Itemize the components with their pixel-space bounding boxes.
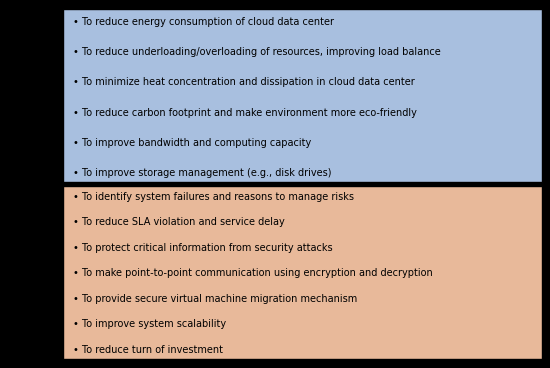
Text: • To make point-to-point communication using encryption and decryption: • To make point-to-point communication u… bbox=[73, 268, 433, 278]
Text: • To identify system failures and reasons to manage risks: • To identify system failures and reason… bbox=[73, 192, 354, 202]
Text: • To reduce SLA violation and service delay: • To reduce SLA violation and service de… bbox=[73, 217, 285, 227]
Text: • To reduce carbon footprint and make environment more eco-friendly: • To reduce carbon footprint and make en… bbox=[73, 107, 417, 118]
Text: • To improve system scalability: • To improve system scalability bbox=[73, 319, 226, 329]
Text: • To reduce turn of investment: • To reduce turn of investment bbox=[73, 344, 223, 355]
FancyBboxPatch shape bbox=[63, 9, 542, 182]
Text: • To provide secure virtual machine migration mechanism: • To provide secure virtual machine migr… bbox=[73, 294, 358, 304]
Text: • To protect critical information from security attacks: • To protect critical information from s… bbox=[73, 243, 333, 253]
Text: • To reduce underloading/overloading of resources, improving load balance: • To reduce underloading/overloading of … bbox=[73, 47, 441, 57]
FancyBboxPatch shape bbox=[63, 186, 542, 359]
Text: • To improve storage management (e.g., disk drives): • To improve storage management (e.g., d… bbox=[73, 168, 332, 178]
Text: • To improve bandwidth and computing capacity: • To improve bandwidth and computing cap… bbox=[73, 138, 311, 148]
Text: • To minimize heat concentration and dissipation in cloud data center: • To minimize heat concentration and dis… bbox=[73, 77, 415, 88]
Text: • To reduce energy consumption of cloud data center: • To reduce energy consumption of cloud … bbox=[73, 17, 334, 27]
